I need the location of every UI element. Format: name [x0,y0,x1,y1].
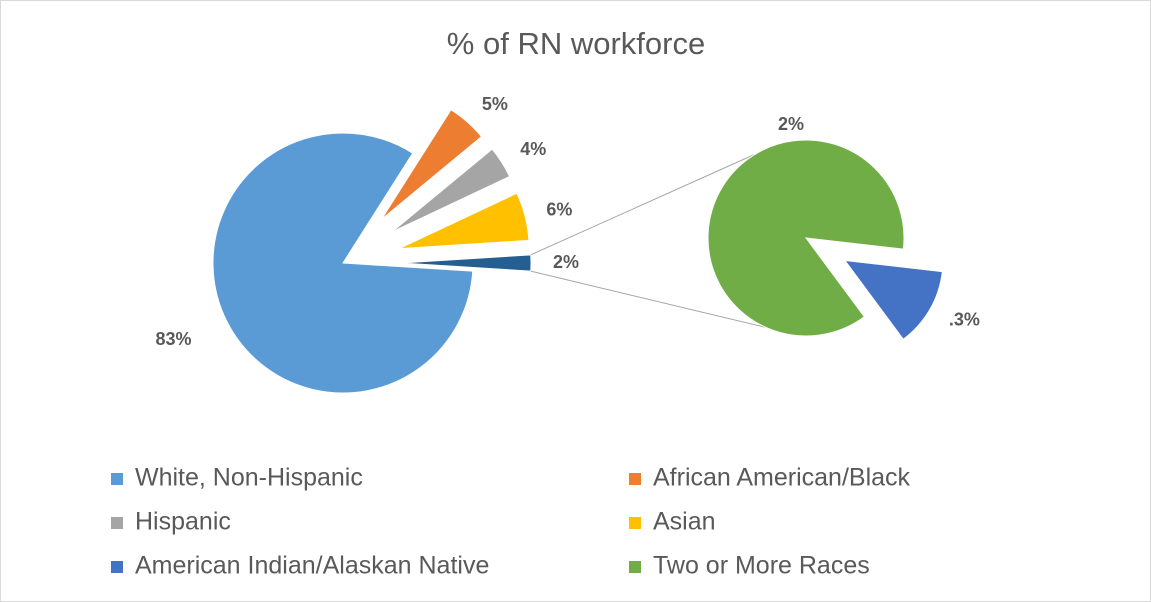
legend-label: Hispanic [135,508,231,536]
connector-line [530,270,767,329]
data-label: 2% [778,114,804,134]
pie-slice [380,109,483,220]
legend-swatch [111,517,123,529]
pie-slice [398,192,530,250]
chart-title: % of RN workforce [447,26,705,61]
legend-label: Two or More Races [653,552,870,580]
legend-label: White, Non-Hispanic [135,464,363,492]
data-label: 2% [553,252,579,272]
connector-line [530,153,756,256]
data-label: 6% [546,200,572,220]
pie-slice [212,132,474,394]
data-label: 5% [482,94,508,114]
legend-swatch [629,517,641,529]
pie-slice [391,148,511,233]
legend-label: African American/Black [653,464,911,492]
legend-swatch [111,473,123,485]
pie-slice [707,139,905,337]
pie-slice [843,259,943,340]
data-label: 4% [520,139,546,159]
data-label: .3% [949,309,980,329]
pie-slice [400,254,532,272]
legend-label: American Indian/Alaskan Native [135,552,489,580]
legend-label: Asian [653,508,716,536]
data-label: 83% [155,329,191,349]
legend-swatch [629,473,641,485]
legend-swatch [629,561,641,573]
legend-swatch [111,561,123,573]
